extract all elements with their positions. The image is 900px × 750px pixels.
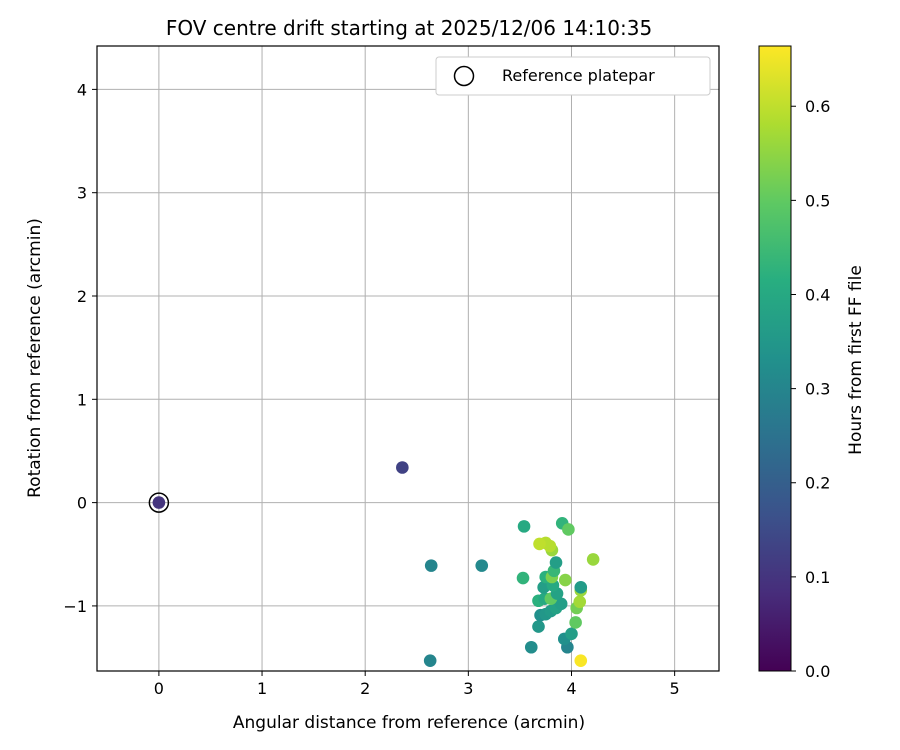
data-point: [565, 627, 578, 641]
x-tick-label: 5: [670, 679, 680, 698]
plot-frame: [96, 45, 720, 672]
data-point: [152, 496, 166, 509]
data-points: [152, 461, 600, 667]
colorbar-tick-label: 0.1: [805, 568, 830, 587]
colorbar-tick-label: 0.4: [805, 285, 830, 304]
colorbar-label: Hours from first FF file: [846, 265, 866, 455]
y-tick-label: 3: [77, 184, 87, 203]
y-tick-label: 1: [77, 390, 87, 409]
y-tick-label: 0: [77, 494, 87, 513]
reference-platepar-marker: [148, 492, 170, 513]
y-axis-label: Rotation from reference (arcmin): [25, 218, 45, 498]
data-point: [516, 571, 530, 585]
data-point: [574, 654, 588, 667]
colorbar-tick-label: 0.0: [805, 662, 830, 681]
colorbar-tick-label: 0.3: [805, 380, 830, 399]
grid: [97, 46, 719, 671]
y-tick-label: 2: [77, 287, 87, 306]
y-tick-label: −1: [63, 597, 87, 616]
data-point: [554, 597, 568, 611]
x-tick-label: 4: [566, 679, 576, 698]
x-ticks: 0 1 2 3 4 5: [154, 671, 680, 698]
data-point: [475, 559, 489, 572]
data-point: [424, 559, 438, 572]
chart-title: FOV centre drift starting at 2025/12/06 …: [166, 16, 652, 40]
data-point: [517, 520, 531, 533]
data-point: [549, 556, 563, 569]
data-point: [533, 537, 546, 551]
data-point: [569, 616, 582, 629]
data-point: [423, 654, 437, 667]
legend: Reference platepar: [435, 56, 711, 96]
x-tick-label: 3: [463, 679, 473, 698]
colorbar-tick-label: 0.6: [805, 97, 830, 116]
data-point: [586, 553, 600, 566]
y-tick-label: 4: [77, 80, 87, 99]
colorbar-tick-label: 0.5: [805, 191, 830, 210]
x-tick-label: 1: [257, 679, 267, 698]
data-point: [524, 640, 538, 654]
y-ticks: −1 0 1 2 3 4: [63, 80, 97, 616]
data-point: [562, 523, 575, 536]
x-axis-label: Angular distance from reference (arcmin): [233, 713, 585, 733]
x-tick-label: 2: [360, 679, 370, 698]
legend-marker-icon: [453, 65, 475, 87]
colorbar-tick-label: 0.2: [805, 474, 830, 493]
colorbar: 0.0 0.1 0.2 0.3 0.4 0.5 0.6 Hours from first F…: [758, 45, 866, 681]
data-point: [573, 595, 587, 609]
data-point: [574, 581, 588, 594]
colorbar-gradient: [758, 45, 792, 672]
data-point: [532, 620, 545, 633]
legend-entry-label: Reference platepar: [502, 66, 655, 85]
colorbar-ticks: 0.0 0.1 0.2 0.3 0.4 0.5 0.6: [791, 97, 830, 681]
x-tick-label: 0: [154, 679, 164, 698]
legend-box: [435, 56, 711, 96]
data-point: [559, 573, 572, 587]
data-point: [396, 461, 409, 474]
